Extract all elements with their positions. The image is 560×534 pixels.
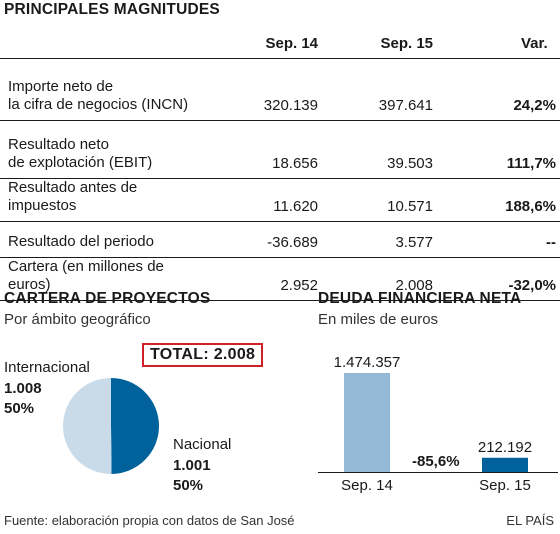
table-row: Resultado antes de impuestos 11.620 10.5… <box>0 178 560 222</box>
cell: 10.571 <box>318 178 433 222</box>
cartera-subtitle: Por ámbito geográfico <box>4 311 151 328</box>
bar-sep15 <box>482 457 528 472</box>
bar-sep14 <box>344 373 390 472</box>
pie-slice-internacional <box>63 378 112 474</box>
table-row: Importe neto de la cifra de negocios (INC… <box>0 58 560 121</box>
col-header: Sep. 14 <box>265 34 318 52</box>
bar-chart: 1.474.357 Sep. 14 212.192 Sep. 15 <box>318 354 558 494</box>
cell: -32,0% <box>433 257 560 301</box>
cell: 188,6% <box>433 178 560 222</box>
col-header: Sep. 15 <box>380 34 433 52</box>
nacional-pct: 50% <box>173 477 204 494</box>
cell: 2.008 <box>318 257 433 301</box>
cell: 39.503 <box>318 120 433 179</box>
nacional-value: 1.001 <box>173 457 211 474</box>
deuda-subtitle: En miles de euros <box>318 311 439 328</box>
table-title: PRINCIPALES MAGNITUDES <box>4 1 220 18</box>
cell: 2.952 <box>198 257 318 301</box>
deuda-change: -85,6% <box>412 453 460 470</box>
row-label: Resultado antes de impuestos <box>0 178 198 222</box>
col-header: Var. <box>520 34 548 52</box>
cell: 18.656 <box>198 120 318 179</box>
source-note: Fuente: elaboración propia con datos de … <box>4 513 295 528</box>
cell: 320.139 <box>198 58 318 121</box>
cell: 111,7% <box>433 120 560 179</box>
cartera-title: CARTERA DE PROYECTOS <box>4 290 211 307</box>
table-row: Resultado neto de explotación (EBIT) 18.6… <box>0 120 560 179</box>
cell: 24,2% <box>433 58 560 121</box>
cell: -36.689 <box>198 221 318 258</box>
row-label: Importe neto de la cifra de negocios (INC… <box>0 58 198 121</box>
pie-slice-nacional <box>111 378 160 474</box>
cell: 3.577 <box>318 221 433 258</box>
total-badge: TOTAL: 2.008 <box>142 343 264 367</box>
internacional-label: Internacional <box>4 359 90 376</box>
row-label: Resultado del periodo <box>0 221 198 258</box>
bar-category-label: Sep. 15 <box>479 477 531 494</box>
deuda-title: DEUDA FINANCIERA NETA <box>318 290 522 307</box>
row-label: Resultado neto de explotación (EBIT) <box>0 120 198 179</box>
pie-chart <box>63 378 160 474</box>
brand-logo: EL PAÍS <box>506 513 554 528</box>
table-row: Cartera (en millones de euros) 2.952 2.0… <box>0 257 560 301</box>
cell: 397.641 <box>318 58 433 121</box>
internacional-pct: 50% <box>4 400 35 417</box>
cell: 11.620 <box>198 178 318 222</box>
bar-category-label: Sep. 14 <box>341 477 393 494</box>
nacional-label: Nacional <box>173 436 232 453</box>
magnitudes-table: Sep. 14 Sep. 15 Var. Importe neto de la c… <box>0 22 560 301</box>
table-row: Resultado del periodo -36.689 3.577 -- <box>0 221 560 258</box>
internacional-value: 1.008 <box>4 380 42 397</box>
bar-value-label: 1.474.357 <box>334 354 401 371</box>
cell: -- <box>433 221 560 258</box>
row-label: Cartera (en millones de euros) <box>0 257 198 301</box>
bar-value-label: 212.192 <box>478 439 532 456</box>
